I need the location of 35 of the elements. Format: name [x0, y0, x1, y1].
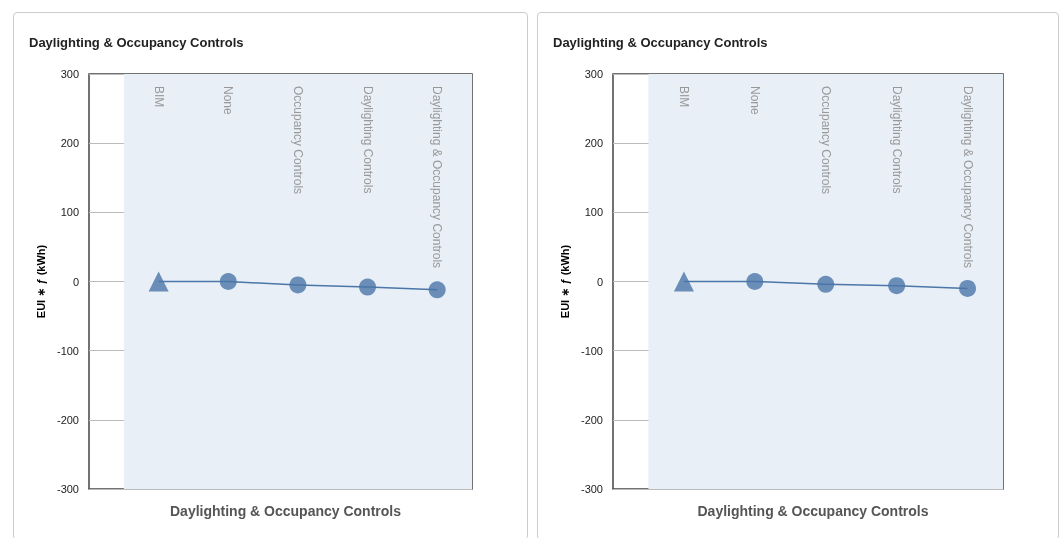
point	[289, 276, 307, 294]
y-tick-label: 300	[60, 68, 79, 80]
x-tick-label: BIM	[676, 86, 691, 108]
point	[148, 271, 169, 292]
y-tick-label: -100	[580, 344, 603, 357]
y-tick-label: 0	[596, 275, 603, 288]
y-tick-label: 200	[584, 137, 603, 150]
point	[359, 278, 377, 296]
x-tick-label: BIM	[151, 86, 166, 108]
y-tick-label: 300	[584, 68, 603, 80]
x-tick-label: Daylighting Controls	[889, 86, 904, 194]
point	[428, 281, 446, 299]
y-tick-label: 0	[72, 275, 79, 288]
point	[219, 273, 237, 290]
y-tick-label: -200	[56, 413, 79, 426]
x-tick-label: None	[221, 86, 236, 116]
x-tick-label: Occupancy Controls	[290, 86, 305, 195]
chart-title: Daylighting & Occupancy Controls	[553, 35, 768, 50]
x-tick-label: Daylighting Controls	[360, 86, 375, 194]
x-axis-title: Daylighting & Occupancy Controls	[169, 503, 402, 519]
y-tick-label: -300	[56, 483, 79, 495]
chart-title: Daylighting & Occupancy Controls	[29, 35, 244, 50]
y-tick-label: -300	[580, 483, 603, 495]
y-tick-label: 100	[60, 206, 79, 219]
x-tick-label: Daylighting & Occupancy Controls	[430, 86, 445, 269]
y-tick-label: 200	[60, 137, 79, 150]
x-tick-label: Occupancy Controls	[818, 86, 833, 195]
x-axis-title: Daylighting & Occupancy Controls	[697, 503, 929, 519]
y-tick-label: 100	[584, 206, 603, 219]
y-axis-title: EUI ∗ ƒ (kWh)	[34, 244, 47, 319]
y-tick-label: -200	[580, 413, 603, 426]
x-tick-label: Daylighting & Occupancy Controls	[960, 86, 975, 269]
y-tick-label: -100	[56, 344, 79, 357]
y-axis-title: EUI ∗ ƒ (kWh)	[558, 244, 571, 319]
x-tick-label: None	[747, 86, 762, 116]
